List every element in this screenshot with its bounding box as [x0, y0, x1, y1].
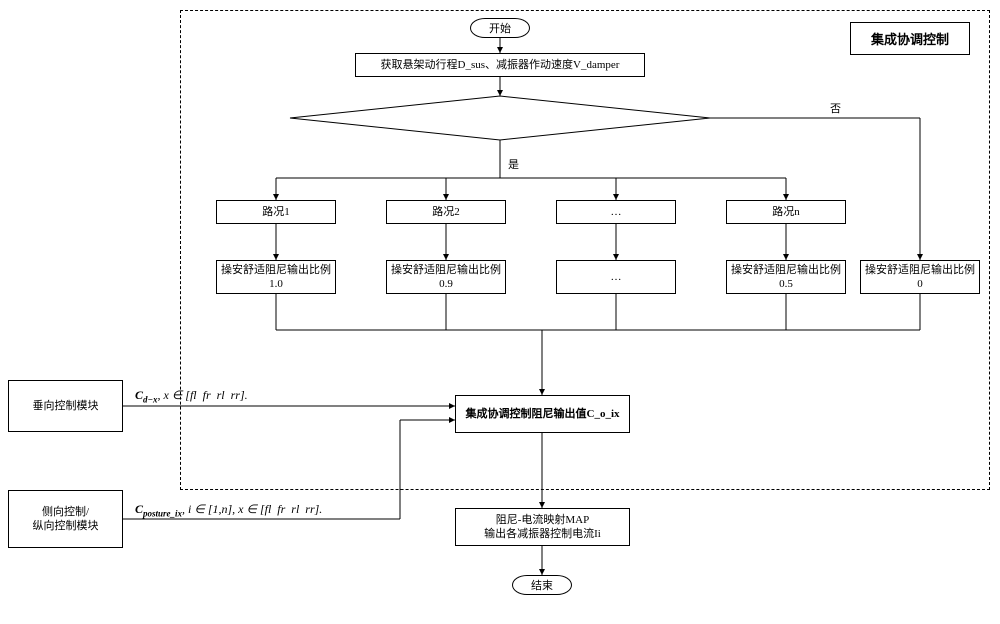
- road-3-text: …: [611, 205, 622, 219]
- region-title-text: 集成协调控制: [871, 32, 949, 47]
- road-2-box: 路况2: [386, 200, 506, 224]
- damp-0-text: 操安舒适阻尼输出比例0: [865, 263, 975, 292]
- road-n-box: 路况n: [726, 200, 846, 224]
- no-label: 否: [830, 100, 841, 116]
- end-label: 结束: [531, 577, 553, 593]
- lateral-module-box: 侧向控制/ 纵向控制模块: [8, 490, 123, 548]
- damp-3-box: …: [556, 260, 676, 294]
- road-1-text: 路况1: [262, 205, 290, 219]
- yes-label: 是: [508, 156, 519, 172]
- vertical-module-box: 垂向控制模块: [8, 380, 123, 432]
- decision-text: 基于路况经验库的识别，路况1~n？: [420, 108, 580, 140]
- damp-2-box: 操安舒适阻尼输出比例0.9: [386, 260, 506, 294]
- map-output-text: 阻尼-电流映射MAP 输出各减振器控制电流Ii: [484, 513, 601, 542]
- road-2-text: 路况2: [432, 205, 460, 219]
- road-3-box: …: [556, 200, 676, 224]
- acquire-text: 获取悬架动行程D_sus、减振器作动速度V_damper: [381, 58, 620, 72]
- damp-0-box: 操安舒适阻尼输出比例0: [860, 260, 980, 294]
- end-node: 结束: [512, 575, 572, 595]
- integrated-output-box: 集成协调控制阻尼输出值C_o_ix: [455, 395, 630, 433]
- acquire-box: 获取悬架动行程D_sus、减振器作动速度V_damper: [355, 53, 645, 77]
- start-node: 开始: [470, 18, 530, 38]
- lateral-module-text: 侧向控制/ 纵向控制模块: [33, 505, 99, 534]
- integrated-output-text: 集成协调控制阻尼输出值C_o_ix: [466, 407, 620, 421]
- cposture-label: Cposture_ix, i ∈ [1,n], x ∈ [fl fr rl rr…: [135, 502, 455, 518]
- damp-n-box: 操安舒适阻尼输出比例0.5: [726, 260, 846, 294]
- start-label: 开始: [489, 20, 511, 36]
- road-n-text: 路况n: [772, 205, 800, 219]
- no-text: 否: [830, 103, 841, 115]
- damp-n-text: 操安舒适阻尼输出比例0.5: [731, 263, 841, 292]
- decision-label: 基于路况经验库的识别，路况1~n？: [429, 111, 572, 139]
- vertical-module-text: 垂向控制模块: [33, 399, 99, 413]
- damp-1-box: 操安舒适阻尼输出比例1.0: [216, 260, 336, 294]
- cdx-label: Cd−x, x ∈ [fl fr rl rr].: [135, 388, 385, 404]
- damp-1-text: 操安舒适阻尼输出比例1.0: [221, 263, 331, 292]
- damp-2-text: 操安舒适阻尼输出比例0.9: [391, 263, 501, 292]
- map-output-box: 阻尼-电流映射MAP 输出各减振器控制电流Ii: [455, 508, 630, 546]
- road-1-box: 路况1: [216, 200, 336, 224]
- region-title: 集成协调控制: [850, 22, 970, 55]
- yes-text: 是: [508, 159, 519, 171]
- damp-3-text: …: [611, 270, 622, 284]
